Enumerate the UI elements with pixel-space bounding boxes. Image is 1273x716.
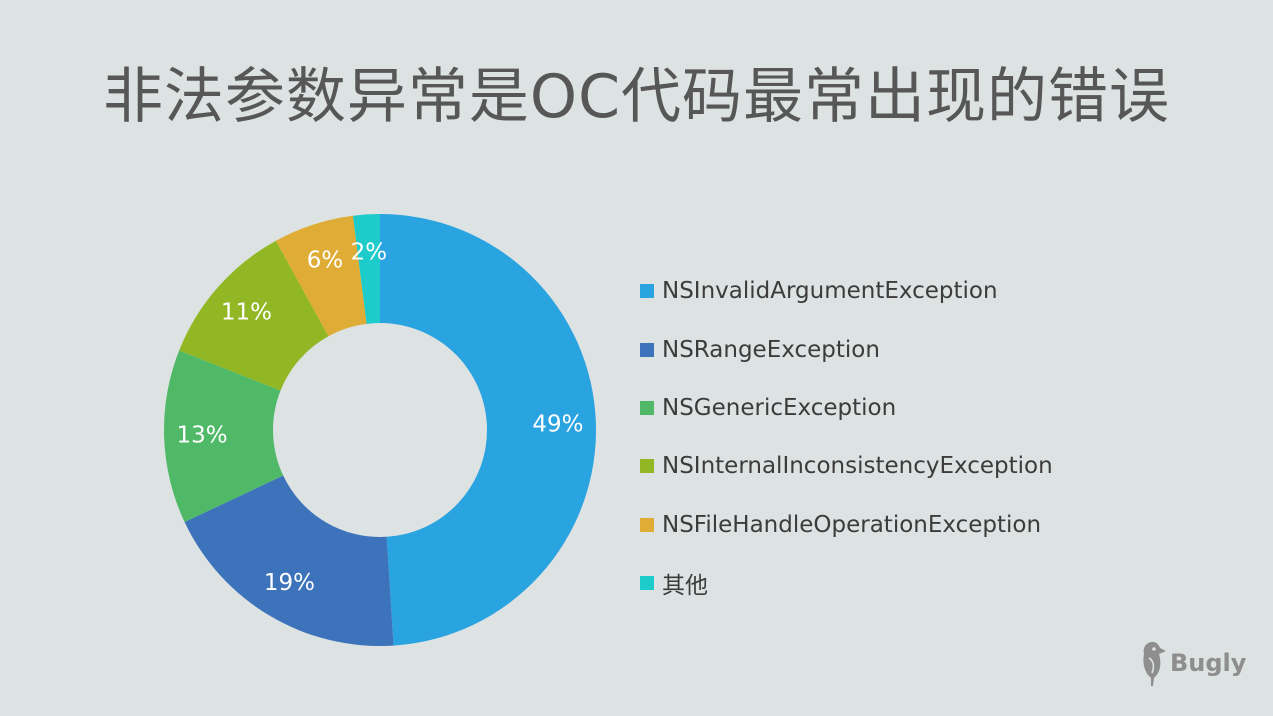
legend-swatch bbox=[640, 459, 654, 474]
donut-slice bbox=[184, 475, 394, 646]
donut-chart: 49% 19% 13% 11% 6% 2% bbox=[164, 214, 596, 646]
legend-label: NSGenericException bbox=[662, 394, 897, 421]
donut-slice bbox=[352, 214, 380, 324]
legend-swatch bbox=[640, 284, 654, 299]
legend-item: NSFileHandleOperationException bbox=[640, 496, 1053, 554]
woodpecker-icon bbox=[1143, 641, 1166, 686]
legend-item: 其他 bbox=[640, 554, 1053, 612]
donut-slice bbox=[275, 215, 367, 337]
legend-label: NSFileHandleOperationException bbox=[662, 511, 1042, 538]
data-label: 2% bbox=[351, 239, 388, 265]
data-label: 11% bbox=[221, 299, 272, 325]
data-label: 13% bbox=[177, 423, 228, 449]
donut-slice bbox=[380, 214, 596, 646]
data-label: 19% bbox=[264, 570, 315, 596]
legend-swatch bbox=[640, 576, 654, 591]
donut-slice bbox=[164, 350, 284, 522]
data-label: 49% bbox=[532, 411, 583, 437]
legend-item: NSRangeException bbox=[640, 320, 1053, 378]
donut-slice bbox=[179, 240, 329, 391]
brand-name: Bugly bbox=[1170, 649, 1247, 677]
legend-item: NSGenericException bbox=[640, 379, 1053, 437]
legend-label: NSRangeException bbox=[662, 336, 880, 363]
legend-item: NSInternalInconsistencyException bbox=[640, 437, 1053, 495]
legend-swatch bbox=[640, 342, 654, 357]
legend-label: 其他 bbox=[662, 573, 708, 600]
chart-title: 非法参数异常是OC代码最常出现的错误 bbox=[102, 62, 1171, 132]
legend-item: NSInvalidArgumentException bbox=[640, 262, 1053, 320]
chart-legend: NSInvalidArgumentException NSRangeExcepti… bbox=[640, 262, 1053, 612]
legend-label: NSInvalidArgumentException bbox=[662, 278, 998, 305]
legend-swatch bbox=[640, 517, 654, 532]
legend-label: NSInternalInconsistencyException bbox=[662, 453, 1053, 480]
brand-logo: Bugly bbox=[1140, 640, 1246, 686]
legend-swatch bbox=[640, 400, 654, 415]
data-label: 6% bbox=[307, 248, 344, 274]
